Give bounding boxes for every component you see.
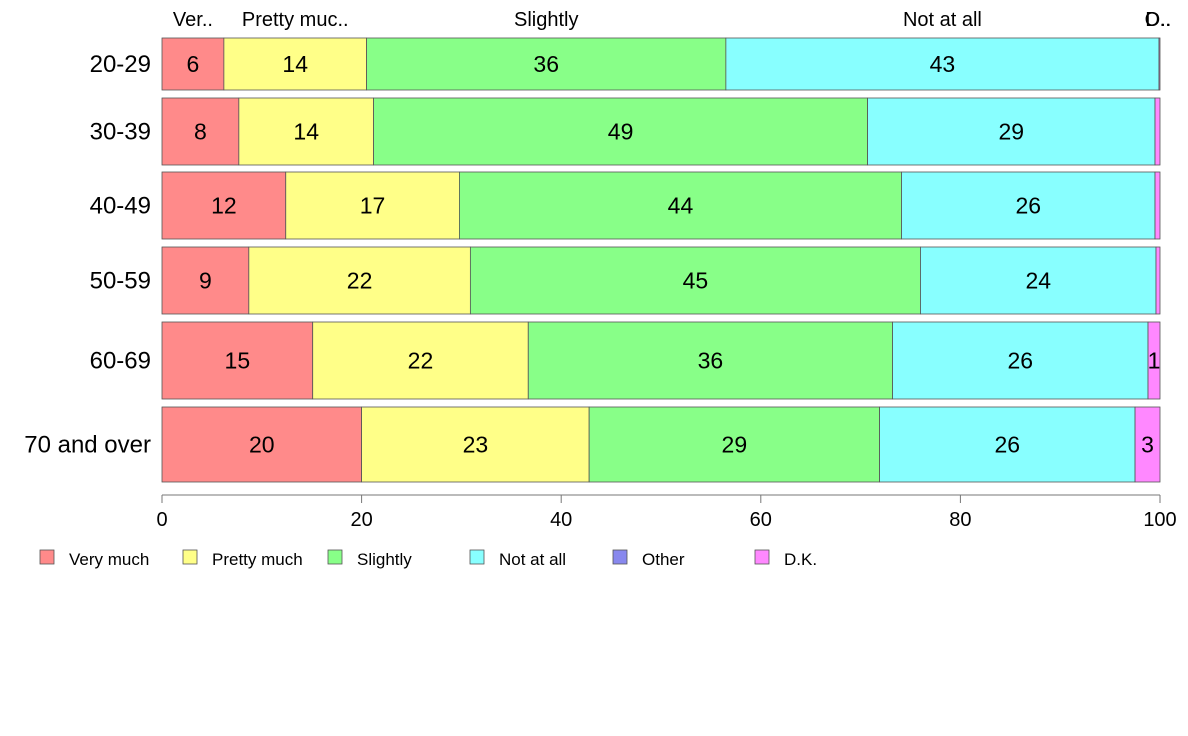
bar-segment — [1158, 37, 1161, 91]
legend: Very much Pretty much Slightly Not at all Ot… — [39, 549, 817, 569]
bar-segment — [161, 406, 363, 483]
y-axis-labels: 20-29 30-39 40-49 50-59 60-69 70 and over — [24, 51, 151, 459]
x-tick-label: 20 — [350, 509, 372, 531]
bar-value-label: 36 — [533, 51, 559, 77]
bar-segment — [238, 97, 374, 166]
legend-label: Very much — [69, 550, 149, 569]
x-tick-label: 0 — [156, 509, 167, 531]
y-tick-label: 70 and over — [24, 432, 151, 459]
top-series-labels: Ver.. Pretty muc.. Slightly Not at all O..D.… — [173, 9, 1171, 31]
legend-swatch — [182, 549, 198, 565]
bar-value-label: 14 — [282, 51, 308, 77]
y-tick-label: 60-69 — [90, 348, 151, 375]
y-tick-label: 50-59 — [90, 268, 151, 295]
bar-value-label: 3 — [1141, 432, 1154, 458]
bar-value-label: 45 — [683, 268, 709, 294]
bar-segment — [161, 171, 287, 240]
bar-value-label: 26 — [1007, 348, 1033, 374]
bar-value-label: 17 — [360, 193, 386, 219]
legend-swatch — [327, 549, 343, 565]
bar-segment — [1134, 406, 1161, 483]
y-tick-label: 30-39 — [90, 119, 151, 146]
bar-value-label: 23 — [463, 432, 489, 458]
bar-segment — [527, 321, 893, 400]
bar-segment — [223, 37, 367, 91]
legend-swatch — [754, 549, 770, 565]
legend-label: D.K. — [784, 550, 817, 569]
bar-value-label: 29 — [999, 119, 1025, 145]
bars: 6 14 36 43 8 14 49 29 12 17 44 26 9 22 45 24 15 22 36 26 1 20… — [161, 37, 1161, 483]
legend-label: Not at all — [499, 550, 566, 569]
bar-segment — [1154, 97, 1161, 166]
bar-segment — [1147, 321, 1161, 400]
bar-value-label: 1 — [1148, 348, 1161, 374]
series-top-label: Ver.. — [173, 9, 213, 31]
x-tick-label: 40 — [550, 509, 572, 531]
bar-segment — [1154, 171, 1161, 240]
series-top-label: O.. — [1145, 9, 1172, 31]
x-tick-label: 60 — [750, 509, 772, 531]
bar-value-label: 49 — [608, 119, 634, 145]
bar-segment — [1155, 246, 1161, 315]
bar-segment — [588, 406, 880, 483]
legend-swatch — [469, 549, 485, 565]
legend-swatch — [39, 549, 55, 565]
bar-value-label: 6 — [187, 51, 200, 77]
legend-label: Other — [642, 550, 685, 569]
bar-segment — [725, 37, 1160, 91]
legend-swatch — [612, 549, 628, 565]
bar-value-label: 29 — [722, 432, 748, 458]
bar-value-label: 14 — [293, 119, 319, 145]
bar-value-label: 26 — [995, 432, 1021, 458]
bar-value-label: 20 — [249, 432, 275, 458]
bar-value-label: 12 — [211, 193, 237, 219]
series-top-label: Slightly — [514, 9, 578, 31]
bar-segment — [901, 171, 1156, 240]
y-tick-label: 40-49 — [90, 193, 151, 220]
bar-value-label: 24 — [1025, 268, 1051, 294]
series-top-label: Pretty muc.. — [242, 9, 349, 31]
bar-segment — [867, 97, 1156, 166]
bar-value-label: 36 — [698, 348, 724, 374]
bar-segment — [248, 246, 471, 315]
bar-segment — [312, 321, 529, 400]
series-top-label: Not at all — [903, 9, 982, 31]
x-axis: 0 20 40 60 80 100 — [156, 494, 1177, 531]
bar-segment — [373, 97, 868, 166]
legend-label: Pretty much — [212, 550, 303, 569]
bar-value-label: 22 — [347, 268, 373, 294]
bar-segment — [469, 246, 921, 315]
bar-value-label: 8 — [194, 119, 207, 145]
bar-value-label: 43 — [930, 51, 956, 77]
bar-value-label: 26 — [1015, 193, 1041, 219]
x-tick-label: 100 — [1143, 509, 1176, 531]
bar-segment — [161, 246, 250, 315]
bar-segment — [285, 171, 460, 240]
legend-label: Slightly — [357, 550, 412, 569]
bar-value-label: 22 — [408, 348, 434, 374]
x-tick-label: 80 — [949, 509, 971, 531]
bar-segment — [161, 97, 240, 166]
bar-segment — [459, 171, 902, 240]
series-top-label: D.. — [1145, 9, 1171, 31]
bar-segment — [361, 406, 590, 483]
y-tick-label: 20-29 — [90, 51, 151, 78]
bar-value-label: 44 — [668, 193, 694, 219]
bar-segment — [879, 406, 1136, 483]
bar-value-label: 9 — [199, 268, 212, 294]
bar-value-label: 15 — [225, 348, 251, 374]
